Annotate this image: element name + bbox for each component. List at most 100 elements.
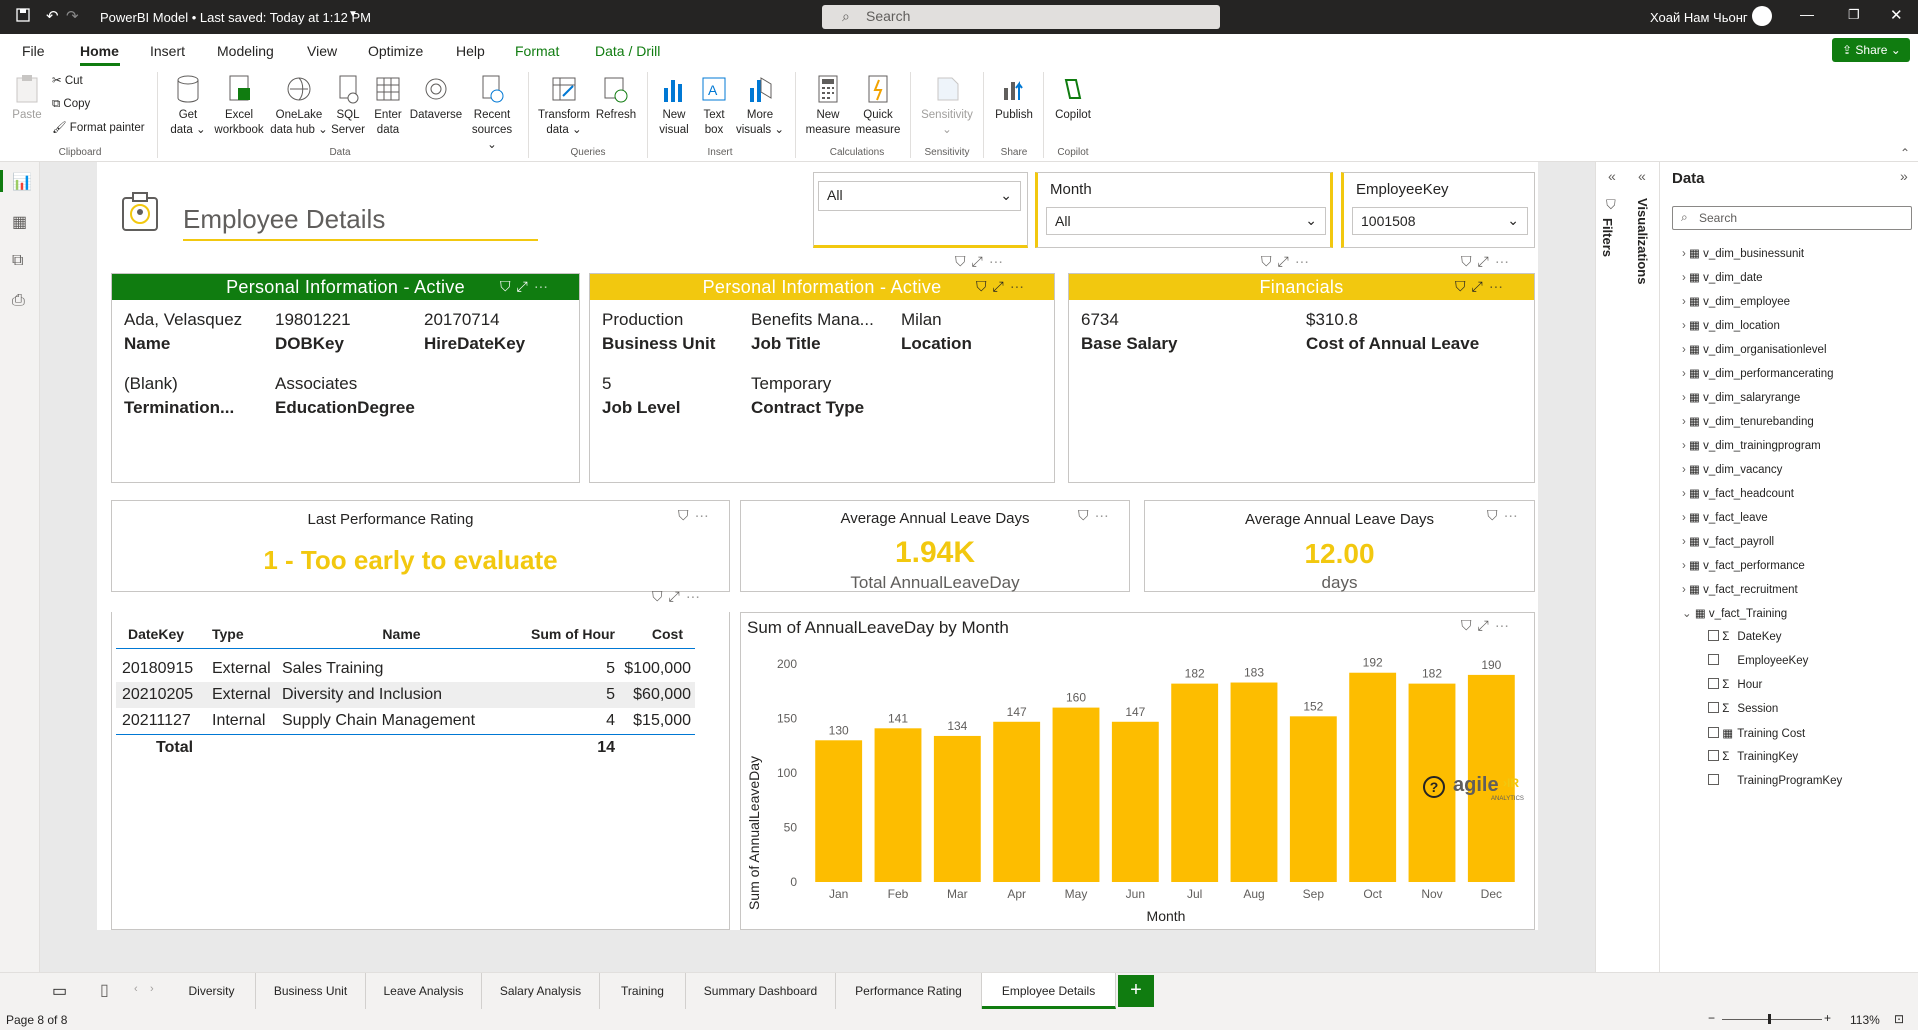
menu-home[interactable]: Home xyxy=(80,43,119,59)
new-visual-button[interactable]: New visual xyxy=(656,74,692,138)
copilot-button[interactable]: Copilot xyxy=(1050,74,1096,123)
data-table-item[interactable]: › ▦ v_dim_performancerating xyxy=(1682,366,1834,380)
data-field-item[interactable]: Σ Hour xyxy=(1708,678,1762,691)
zoom-out-button[interactable]: − xyxy=(1708,1011,1716,1025)
chevron-left-icon[interactable]: « xyxy=(1608,168,1616,184)
card-personal-info-1[interactable]: Personal Information - Active ⛉⤢⋯ Ada, V… xyxy=(111,273,580,483)
menu-data-drill[interactable]: Data / Drill xyxy=(595,43,661,59)
visual-header-icons[interactable]: ⛉⤢⋯ xyxy=(1455,278,1509,294)
chevron-right-icon[interactable]: › xyxy=(1682,560,1686,572)
menu-view[interactable]: View xyxy=(307,43,338,59)
chevron-right-icon[interactable]: › xyxy=(1682,416,1686,428)
tab-training[interactable]: Training xyxy=(600,973,686,1009)
card-performance-rating[interactable]: Last Performance Rating ⛉⋯ 1 - Too early… xyxy=(111,500,730,592)
bar-jul[interactable] xyxy=(1171,683,1219,882)
bar-oct[interactable] xyxy=(1349,672,1397,882)
checkbox[interactable] xyxy=(1708,727,1719,738)
visual-header-icons[interactable]: ⛉⋯ xyxy=(1487,507,1524,523)
visual-header-icons[interactable]: ⛉⤢⋯ xyxy=(976,278,1030,294)
zoom-slider[interactable] xyxy=(1722,1019,1822,1020)
data-field-item[interactable]: Σ TrainingKey xyxy=(1708,750,1798,763)
chevron-right-icon[interactable]: › xyxy=(1682,536,1686,548)
bar-may[interactable] xyxy=(1052,707,1100,882)
visual-header-icons[interactable]: ⛉⤢⋯ xyxy=(955,253,1009,269)
chevron-right-icon[interactable]: › xyxy=(1682,584,1686,596)
chevron-down-icon[interactable]: ▼ xyxy=(348,9,358,20)
column-header[interactable]: Sum of Hour xyxy=(531,625,615,642)
fit-page-icon[interactable]: ⊡ xyxy=(1894,1012,1905,1026)
visual-header-icons[interactable]: ⛉⤢⋯ xyxy=(500,278,554,294)
bar-dec[interactable] xyxy=(1467,674,1515,882)
menu-help[interactable]: Help xyxy=(456,43,485,59)
tab-salary-analysis[interactable]: Salary Analysis xyxy=(482,973,600,1009)
data-table-item[interactable]: › ▦ v_fact_recruitment xyxy=(1682,582,1798,596)
chevron-right-icon[interactable]: › xyxy=(1682,392,1686,404)
help-icon[interactable]: ? xyxy=(1423,776,1445,798)
filters-pane-tab[interactable]: Filters xyxy=(1600,218,1615,258)
bar-apr[interactable] xyxy=(993,721,1041,882)
column-header[interactable]: Name xyxy=(382,625,421,642)
card-personal-info-2[interactable]: Personal Information - Active ⛉⤢⋯ Produc… xyxy=(589,273,1055,483)
checkbox[interactable] xyxy=(1708,750,1719,761)
bar-aug[interactable] xyxy=(1230,682,1278,882)
enter-data-button[interactable]: Enter data xyxy=(370,74,406,138)
refresh-button[interactable]: Refresh xyxy=(594,74,638,123)
tab-diversity[interactable]: Diversity xyxy=(168,973,256,1009)
tab-performance-rating[interactable]: Performance Rating xyxy=(836,973,982,1009)
checkbox[interactable] xyxy=(1708,654,1719,665)
minimize-icon[interactable]: — xyxy=(1800,6,1814,22)
data-table-item[interactable]: › ▦ v_dim_employee xyxy=(1682,294,1790,308)
text-box-button[interactable]: A Text box xyxy=(696,74,732,138)
file-title[interactable]: PowerBI Model • Last saved: Today at 1:1… xyxy=(100,10,371,25)
chevron-right-icon[interactable]: › xyxy=(1682,320,1686,332)
quick-measure-button[interactable]: Quick measure xyxy=(854,74,902,138)
slicer-employeekey-dropdown[interactable]: 1001508 ⌄ xyxy=(1352,207,1528,235)
chevron-right-icon[interactable]: › xyxy=(1682,464,1686,476)
more-visuals-button[interactable]: More visuals ⌄ xyxy=(736,74,784,138)
sql-server-button[interactable]: SQL Server xyxy=(330,74,366,138)
data-search-input[interactable]: ⌕ Search xyxy=(1672,206,1912,230)
data-table-item[interactable]: › ▦ v_fact_headcount xyxy=(1682,486,1794,500)
tab-leave-analysis[interactable]: Leave Analysis xyxy=(366,973,482,1009)
data-table-item[interactable]: › ▦ v_dim_date xyxy=(1682,270,1763,284)
data-table-item[interactable]: › ▦ v_dim_businessunit xyxy=(1682,246,1804,260)
menu-optimize[interactable]: Optimize xyxy=(368,43,424,59)
bar-jun[interactable] xyxy=(1111,721,1159,882)
data-table-item[interactable]: › ▦ v_fact_payroll xyxy=(1682,534,1774,548)
format-painter-button[interactable]: 🖌 Format painter xyxy=(52,122,145,134)
excel-button[interactable]: Excel workbook xyxy=(210,74,268,138)
recent-sources-button[interactable]: Recent sources ⌄ xyxy=(466,74,518,153)
menu-modeling[interactable]: Modeling xyxy=(217,43,274,59)
menu-file[interactable]: File xyxy=(22,43,45,59)
column-header[interactable]: DateKey xyxy=(128,625,185,642)
chart-visual[interactable]: ⛉⤢⋯ Sum of AnnualLeaveDay by Month Sum o… xyxy=(740,612,1535,930)
cut-button[interactable]: ✂ Cut xyxy=(52,75,83,87)
data-table-item[interactable]: › ▦ v_dim_vacancy xyxy=(1682,462,1782,476)
data-table-item[interactable]: › ▦ v_dim_organisationlevel xyxy=(1682,342,1827,356)
visual-header-icons[interactable]: ⛉⤢⋯ xyxy=(652,588,706,604)
publish-button[interactable]: Publish xyxy=(992,74,1036,123)
column-header[interactable]: Type xyxy=(212,625,244,642)
checkbox[interactable] xyxy=(1708,678,1719,689)
checkbox[interactable] xyxy=(1708,702,1719,713)
slicer-1-dropdown[interactable]: All ⌄ xyxy=(818,181,1021,211)
prev-page-icon[interactable]: ‹ xyxy=(134,983,138,995)
dax-query-view-icon[interactable]: ⎙ xyxy=(12,292,25,309)
avatar[interactable] xyxy=(1752,6,1772,26)
onelake-button[interactable]: OneLake data hub ⌄ xyxy=(270,74,328,138)
table-row[interactable]: 20210205 External Diversity and Inclusion 5… xyxy=(116,682,695,708)
visual-header-icons[interactable]: ⛉⋯ xyxy=(1078,507,1115,523)
bar-feb[interactable] xyxy=(874,728,922,882)
restore-icon[interactable]: ❐ xyxy=(1848,7,1860,22)
data-table-item[interactable]: › ▦ v_dim_tenurebanding xyxy=(1682,414,1814,428)
data-field-item[interactable]: Σ Session xyxy=(1708,702,1778,715)
training-table-visual[interactable]: ⛉⤢⋯ DateKey Type Name Sum of Hour Cost 2… xyxy=(111,588,730,930)
get-data-button[interactable]: Get data ⌄ xyxy=(168,74,208,138)
zoom-in-button[interactable]: + xyxy=(1824,1011,1832,1025)
data-table-item[interactable]: ⌄ ▦ v_fact_Training xyxy=(1682,606,1787,620)
bar-sep[interactable] xyxy=(1289,716,1337,882)
visual-header-icons[interactable]: ⛉⋯ xyxy=(678,507,715,523)
model-view-icon[interactable]: ⧉ xyxy=(12,252,24,269)
data-field-item[interactable]: Σ DateKey xyxy=(1708,630,1782,643)
transform-data-button[interactable]: Transform data ⌄ xyxy=(536,74,592,138)
